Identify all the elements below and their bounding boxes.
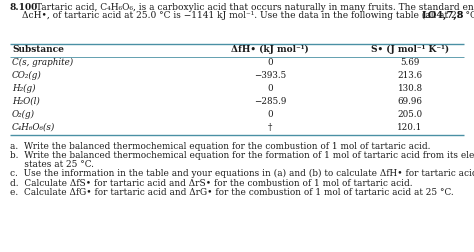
Text: H₂(g): H₂(g) [12,84,36,93]
Text: 0: 0 [267,58,273,67]
Text: −285.9: −285.9 [254,97,286,106]
Text: c.  Use the information in the table and your equations in (a) and (b) to calcul: c. Use the information in the table and … [10,169,474,178]
Text: Δ⁣fH• (kJ mol⁻¹): Δ⁣fH• (kJ mol⁻¹) [231,45,309,54]
Text: S• (J mol⁻¹ K⁻¹): S• (J mol⁻¹ K⁻¹) [371,45,449,54]
Text: Tartaric acid, C₄H₆O₆, is a carboxylic acid that occurs naturally in many fruits: Tartaric acid, C₄H₆O₆, is a carboxylic a… [36,3,474,12]
Text: 130.8: 130.8 [397,84,422,93]
Text: b.  Write the balanced thermochemical equation for the formation of 1 mol of tar: b. Write the balanced thermochemical equ… [10,151,474,161]
Text: H₂O(l): H₂O(l) [12,97,40,106]
Text: C(s, graphite): C(s, graphite) [12,58,73,67]
Text: 8.100: 8.100 [10,3,38,12]
Text: 0: 0 [267,110,273,119]
Text: †: † [268,123,272,132]
Text: a.  Write the balanced thermochemical equation for the combustion of 1 mol of ta: a. Write the balanced thermochemical equ… [10,142,430,151]
Text: CO₂(g): CO₂(g) [12,71,42,80]
Text: Substance: Substance [12,45,64,54]
Text: LO4,7,8: LO4,7,8 [421,11,464,20]
Text: 5.69: 5.69 [401,58,419,67]
Text: 213.6: 213.6 [397,71,422,80]
Text: O₂(g): O₂(g) [12,110,35,119]
Text: e.  Calculate Δ⁣fG• for tartaric acid and Δ⁣rG• for the combustion of 1 mol of t: e. Calculate Δ⁣fG• for tartaric acid and… [10,188,454,197]
Text: −393.5: −393.5 [254,71,286,80]
Text: 69.96: 69.96 [398,97,422,106]
Text: 205.0: 205.0 [397,110,422,119]
Text: Δ⁣cH•, of tartaric acid at 25.0 °C is −1141 kJ mol⁻¹. Use the data in the follow: Δ⁣cH•, of tartaric acid at 25.0 °C is −1… [22,11,474,20]
Text: states at 25 °C.: states at 25 °C. [10,160,94,169]
Text: d.  Calculate Δ⁣fS• for tartaric acid and Δ⁣rS• for the combustion of 1 mol of t: d. Calculate Δ⁣fS• for tartaric acid and… [10,179,413,187]
Text: 120.1: 120.1 [397,123,423,132]
Text: 0: 0 [267,84,273,93]
Text: C₄H₆O₆(s): C₄H₆O₆(s) [12,123,55,132]
